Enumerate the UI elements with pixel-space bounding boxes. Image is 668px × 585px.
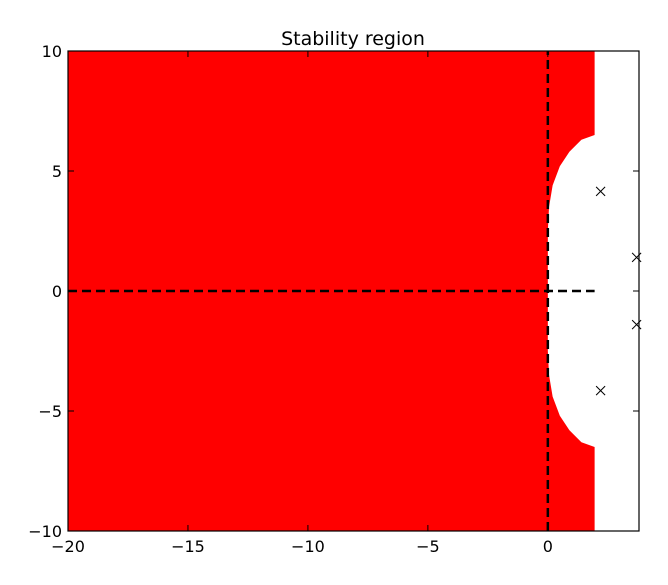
chart-title: Stability region: [281, 28, 425, 50]
x-tick-label: 0: [543, 537, 553, 556]
y-tick-label: 0: [52, 282, 62, 301]
x-tick-label: −10: [291, 537, 325, 556]
axis-ticks: [67, 50, 639, 532]
x-tick-label: −20: [51, 537, 85, 556]
y-tick-label: −10: [28, 522, 62, 541]
stability-region: [68, 51, 595, 531]
plot-area: [67, 50, 642, 532]
eigenvalue-marker-4: [631, 319, 642, 330]
y-tick-labels: 10 5 0 −5 −10: [28, 42, 62, 541]
x-tick-label: −5: [416, 537, 440, 556]
eigenvalue-marker-1: [595, 186, 606, 197]
eigenvalue-marker-3: [631, 252, 642, 263]
eigenvalue-marker-2: [595, 385, 606, 396]
y-tick-label: 5: [52, 162, 62, 181]
y-tick-label: 10: [42, 42, 62, 61]
y-tick-label: −5: [38, 402, 62, 421]
x-tick-label: −15: [171, 537, 205, 556]
x-tick-labels: −20 −15 −10 −5 0: [51, 537, 553, 556]
